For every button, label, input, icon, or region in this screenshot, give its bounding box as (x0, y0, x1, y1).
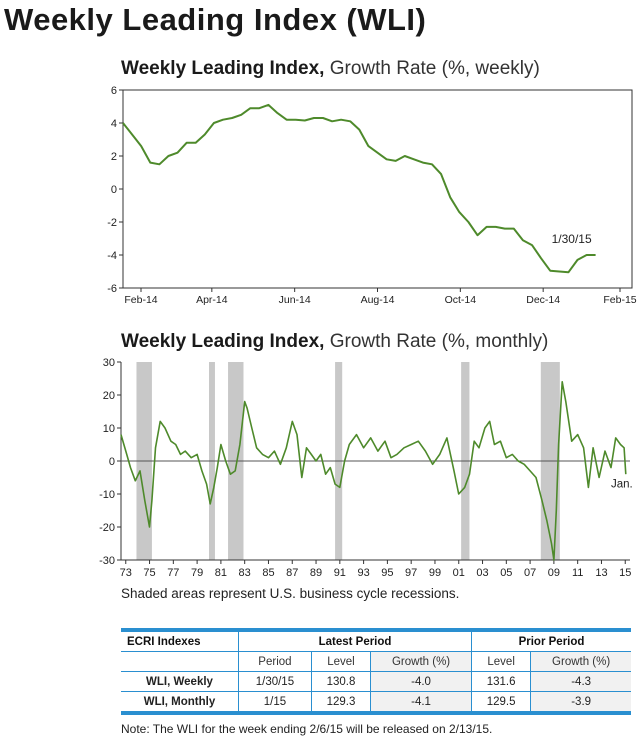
chart-weekly-title: Weekly Leading Index, Growth Rate (%, we… (121, 58, 540, 80)
chart-monthly-title-bold: Weekly Leading Index, (121, 331, 325, 352)
y-tick-label: -10 (99, 489, 115, 501)
series-line-monthly (120, 381, 627, 561)
x-tick-label: 79 (191, 567, 203, 579)
x-tick-label: 15 (619, 567, 631, 579)
x-tick-label: Dec-14 (526, 294, 560, 306)
row-name: WLI, Weekly (121, 671, 239, 692)
y-tick-label: -4 (107, 250, 117, 262)
y-tick-label: 6 (111, 85, 117, 97)
x-tick-label: Apr-14 (196, 294, 228, 306)
x-tick-label: 11 (572, 567, 583, 579)
x-tick-label: 01 (453, 567, 465, 579)
row-level: 129.3 (310, 691, 371, 715)
x-tick-label: 77 (167, 567, 179, 579)
y-tick-label: 20 (103, 390, 115, 402)
table-row: WLI, Monthly 1/15 129.3 -4.1 129.5 -3.9 (121, 691, 631, 715)
x-tick-label: 93 (357, 567, 369, 579)
y-tick-label: 2 (111, 151, 117, 163)
table-subheader-row: Period Level Growth (%) Level Growth (%) (121, 651, 631, 672)
y-tick-label: 0 (111, 184, 117, 196)
table-row: WLI, Weekly 1/30/15 130.8 -4.0 131.6 -4.… (121, 671, 631, 692)
chart-weekly-title-rest: Growth Rate (%, weekly) (324, 58, 540, 79)
row-prior-growth: -4.3 (530, 671, 631, 692)
x-tick-label: 81 (215, 567, 227, 579)
subheader-period: Period (238, 651, 312, 672)
x-tick-label: 07 (524, 567, 536, 579)
x-tick-label: Jun-14 (279, 294, 311, 306)
x-tick-label: Feb-14 (124, 294, 157, 306)
ecri-table: ECRI Indexes Latest Period Prior Period … (121, 628, 631, 715)
x-tick-label: 09 (548, 567, 560, 579)
x-tick-label: 85 (262, 567, 274, 579)
subheader-prior-growth: Growth (%) (530, 651, 631, 672)
x-tick-label: 03 (476, 567, 488, 579)
y-tick-label: -2 (107, 217, 117, 229)
chart-weekly-title-bold: Weekly Leading Index, (121, 58, 325, 79)
col-header-prior: Prior Period (471, 628, 631, 652)
row-growth: -4.1 (370, 691, 472, 715)
row-prior-growth: -3.9 (530, 691, 631, 715)
y-tick-label: -30 (99, 555, 115, 567)
x-tick-label: 95 (381, 567, 393, 579)
x-tick-label: 75 (143, 567, 155, 579)
subheader-growth: Growth (%) (370, 651, 472, 672)
annotation-latest-month: Jan. (611, 478, 633, 490)
recession-note: Shaded areas represent U.S. business cyc… (121, 586, 460, 601)
page-title: Weekly Leading Index (WLI) (4, 2, 427, 37)
row-growth: -4.0 (370, 671, 472, 692)
row-prior-level: 131.6 (471, 671, 531, 692)
x-tick-label: Aug-14 (361, 294, 395, 306)
y-tick-label: -6 (107, 283, 117, 295)
subheader-prior-level: Level (471, 651, 531, 672)
col-header-indexes: ECRI Indexes (121, 628, 239, 652)
row-level: 130.8 (310, 671, 371, 692)
col-header-latest: Latest Period (237, 628, 472, 652)
subheader-blank (121, 651, 239, 672)
chart-weekly: 6 4 2 0 -2 -4 -6 Feb-14 Apr-14 Jun-14 Aug-14 Oct-14… (107, 85, 637, 306)
row-period: 1/30/15 (238, 671, 312, 692)
annotation-latest-date: 1/30/15 (552, 232, 592, 246)
footnote: Note: The WLI for the week ending 2/6/15… (121, 722, 493, 736)
y-tick-label: 4 (111, 118, 117, 130)
x-tick-label: 83 (239, 567, 251, 579)
table-header-row: ECRI Indexes Latest Period Prior Period (121, 628, 631, 652)
x-tick-label: Feb-15 (603, 294, 636, 306)
chart-monthly: 30 20 10 0 -10 -20 -30 73 75 77 79 81 83 85 87 89 91 93 95… (99, 357, 633, 579)
y-tick-label: -20 (99, 522, 115, 534)
y-tick-label: 10 (103, 423, 115, 435)
x-tick-label: 89 (310, 567, 322, 579)
x-tick-label: 97 (405, 567, 417, 579)
x-tick-label: Oct-14 (445, 294, 477, 306)
subheader-level: Level (310, 651, 371, 672)
y-tick-label: 30 (103, 357, 115, 369)
row-period: 1/15 (238, 691, 312, 715)
x-tick-label: 73 (120, 567, 132, 579)
series-line-weekly (122, 103, 596, 274)
y-tick-label: 0 (109, 456, 115, 468)
x-tick-label: 05 (500, 567, 512, 579)
row-prior-level: 129.5 (471, 691, 531, 715)
x-tick-label: 91 (334, 567, 346, 579)
x-tick-label: 13 (595, 567, 607, 579)
chart-monthly-title: Weekly Leading Index, Growth Rate (%, mo… (121, 331, 548, 353)
x-tick-label: 87 (286, 567, 298, 579)
row-name: WLI, Monthly (121, 691, 239, 715)
chart-monthly-title-rest: Growth Rate (%, monthly) (324, 331, 549, 352)
x-tick-label: 99 (429, 567, 441, 579)
